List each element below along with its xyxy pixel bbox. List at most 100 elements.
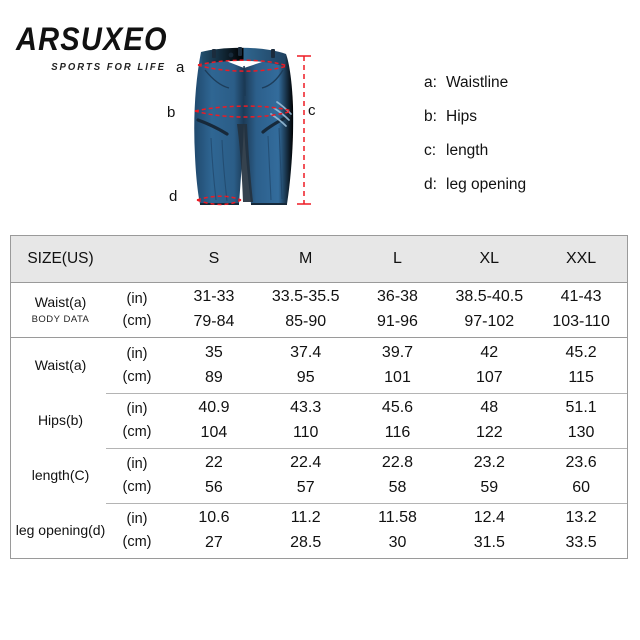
cell-xxl: 45.2 115 [535, 341, 627, 391]
cell-xl: 42 107 [443, 341, 535, 391]
value-cm: 89 [205, 368, 223, 386]
value-in: 31-33 [193, 288, 235, 306]
row-label-text: Waist(a) [34, 356, 87, 373]
row-label-text: length(C) [31, 466, 90, 483]
zip-pocket-left [196, 118, 229, 136]
value-in: 35 [205, 343, 223, 361]
unit-in: (in) [126, 346, 148, 363]
value-cm: 28.5 [290, 533, 322, 551]
value-in: 33.5-35.5 [271, 288, 340, 306]
legend-key-b: b: [424, 108, 437, 125]
value-in: 43.3 [290, 398, 322, 416]
value-cm: 60 [572, 478, 590, 496]
cell-xxl: 23.6 60 [535, 451, 627, 501]
row-label-waist: Waist(a) [11, 357, 106, 375]
legend-key-a: a: [424, 74, 437, 91]
cell-s: 10.6 27 [168, 506, 260, 556]
value-cm: 104 [200, 423, 228, 441]
value-cm: 30 [388, 533, 407, 551]
value-in: 23.6 [565, 453, 597, 471]
value-cm: 91-96 [377, 313, 418, 330]
product-header-panel: ARSUXEO SPORTS FOR LIFE [0, 0, 640, 235]
table-row-waist: Waist(a) (in) (cm) 35 89 37.4 95 39.7 10… [11, 338, 627, 393]
value-in: 22.8 [381, 453, 414, 471]
cell-s: 22 56 [168, 451, 260, 501]
cell-l: 11.58 30 [352, 506, 444, 556]
value-in: 36-38 [377, 288, 418, 306]
value-cm: 57 [296, 478, 315, 496]
cell-m: 33.5-35.5 85-90 [260, 285, 352, 335]
pocket-seam-left [204, 69, 230, 89]
row-units-length: (in) (cm) [106, 453, 168, 498]
value-in: 10.6 [198, 508, 230, 526]
value-cm: 122 [475, 423, 503, 441]
cell-l: 45.6 116 [352, 396, 444, 446]
legend-key-c: c: [424, 142, 437, 159]
legend-item-b: b: Hips [424, 108, 624, 142]
unit-in: (in) [126, 290, 148, 307]
value-in: 51.1 [565, 398, 597, 416]
row-label-waist-body: Waist(a) BODY DATA [11, 294, 106, 325]
row-units-leg-opening: (in) (cm) [106, 508, 168, 553]
value-cm: 31.5 [473, 533, 505, 551]
header-size-label: SIZE(US) [27, 250, 94, 268]
shorts-waistband [201, 47, 286, 67]
cell-xxl: 51.1 130 [535, 396, 627, 446]
row-values-length: 22 56 22.4 57 22.8 58 23.2 59 23.6 60 [168, 451, 627, 501]
measure-label-a: a [176, 59, 185, 76]
value-cm: 116 [384, 423, 411, 441]
cell-xl: 38.5-40.5 97-102 [443, 285, 535, 335]
waist-button [228, 52, 234, 58]
table-row-hips: Hips(b) (in) (cm) 40.9 104 43.3 110 45.6… [11, 393, 627, 448]
cell-m: 43.3 110 [260, 396, 352, 446]
cell-s: 35 89 [168, 341, 260, 391]
row-label-hips: Hips(b) [11, 412, 106, 430]
row-units-hips: (in) (cm) [106, 398, 168, 443]
unit-in: (in) [126, 456, 148, 473]
row-label-text: Hips(b) [37, 411, 84, 428]
value-in: 12.4 [473, 508, 505, 526]
shorts-center-gusset [237, 124, 253, 202]
value-cm: 58 [388, 478, 407, 496]
row-units-waist-body: (in) (cm) [106, 288, 168, 333]
value-in: 37.4 [290, 343, 322, 361]
brand-tagline: SPORTS FOR LIFE [51, 61, 166, 74]
value-in: 45.2 [565, 343, 597, 361]
measure-label-b: b [167, 104, 176, 121]
value-cm: 130 [567, 423, 595, 441]
value-in: 39.7 [381, 343, 414, 361]
unit-in: (in) [126, 401, 148, 418]
cell-l: 36-38 91-96 [352, 285, 444, 335]
value-in: 42 [480, 343, 499, 361]
row-label-length: length(C) [11, 467, 106, 485]
cell-xxl: 41-43 103-110 [535, 285, 627, 335]
value-cm: 115 [568, 368, 594, 386]
unit-cm: (cm) [122, 313, 152, 329]
unit-cm: (cm) [122, 423, 152, 440]
value-in: 13.2 [565, 508, 597, 526]
header-size-xxl: XXL [565, 249, 597, 267]
cell-s: 31-33 79-84 [168, 285, 260, 335]
unit-cm: (cm) [122, 368, 152, 385]
value-cm: 59 [480, 478, 499, 496]
table-header-row: SIZE(US) S M L XL XXL [11, 236, 627, 283]
table-row-waist-body-data: Waist(a) BODY DATA (in) (cm) 31-33 79-84… [11, 283, 627, 338]
value-in: 11.2 [290, 508, 321, 526]
table-row-length: length(C) (in) (cm) 22 56 22.4 57 22.8 5… [11, 448, 627, 503]
value-in: 45.6 [381, 398, 414, 416]
fly-seam [243, 65, 246, 97]
measure-line-b-hips [194, 105, 293, 118]
value-in: 23.2 [473, 453, 505, 471]
cell-xl: 12.4 31.5 [443, 506, 535, 556]
value-cm: 56 [205, 478, 223, 496]
cell-m: 22.4 57 [260, 451, 352, 501]
belt-loop-center [238, 47, 242, 56]
legend-item-a: a: Waistline [424, 74, 624, 108]
cell-xl: 23.2 59 [443, 451, 535, 501]
legend-item-d: d: leg opening [424, 176, 624, 210]
value-cm: 97-102 [464, 313, 515, 330]
value-cm: 27 [205, 533, 223, 551]
cell-l: 39.7 101 [352, 341, 444, 391]
row-label-text: leg opening(d) [15, 521, 106, 538]
measure-label-d: d [169, 188, 178, 205]
